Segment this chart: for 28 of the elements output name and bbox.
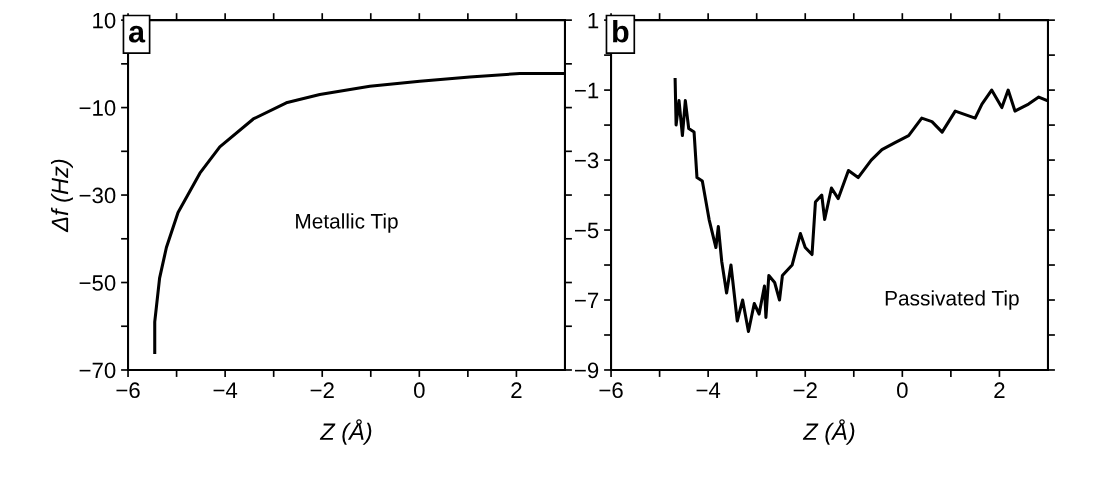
- y-tick-label: −1: [575, 82, 599, 99]
- y-tick-label: −50: [79, 275, 116, 291]
- annotation: b: [613, 20, 629, 43]
- x-tick-label: −6: [599, 382, 623, 399]
- y-tick-label: −30: [79, 187, 116, 204]
- y-tick-label: −70: [79, 362, 116, 379]
- x-tick-label: −4: [213, 382, 238, 398]
- y-tick-label: 10: [93, 12, 116, 29]
- annotation: Metallic Tip: [296, 213, 398, 233]
- y-tick-label: −7: [575, 292, 599, 309]
- x-tick-label: −6: [116, 382, 140, 399]
- y-tick-label: −10: [79, 100, 116, 116]
- y-tick-label: 1: [588, 12, 599, 29]
- x-tick-label: 0: [414, 382, 425, 399]
- x-tick-label: −4: [696, 382, 721, 398]
- x-axis-title: Z (Å): [319, 419, 372, 445]
- x-tick-label: 2: [511, 382, 522, 398]
- x-tick-label: −2: [310, 382, 334, 398]
- x-tick-label: 0: [897, 382, 908, 399]
- x-tick-label: −2: [793, 382, 817, 398]
- x-axis-title: Z (Å): [802, 419, 855, 445]
- y-tick-label: −5: [575, 222, 599, 239]
- x-tick-label: 2: [994, 382, 1005, 398]
- y-tick-label: −3: [575, 152, 599, 169]
- annotation: Passivated Tip: [885, 290, 1019, 310]
- y-axis-title: Δf (Hz): [50, 159, 73, 233]
- y-tick-label: −9: [575, 362, 599, 379]
- annotation: a: [128, 25, 146, 43]
